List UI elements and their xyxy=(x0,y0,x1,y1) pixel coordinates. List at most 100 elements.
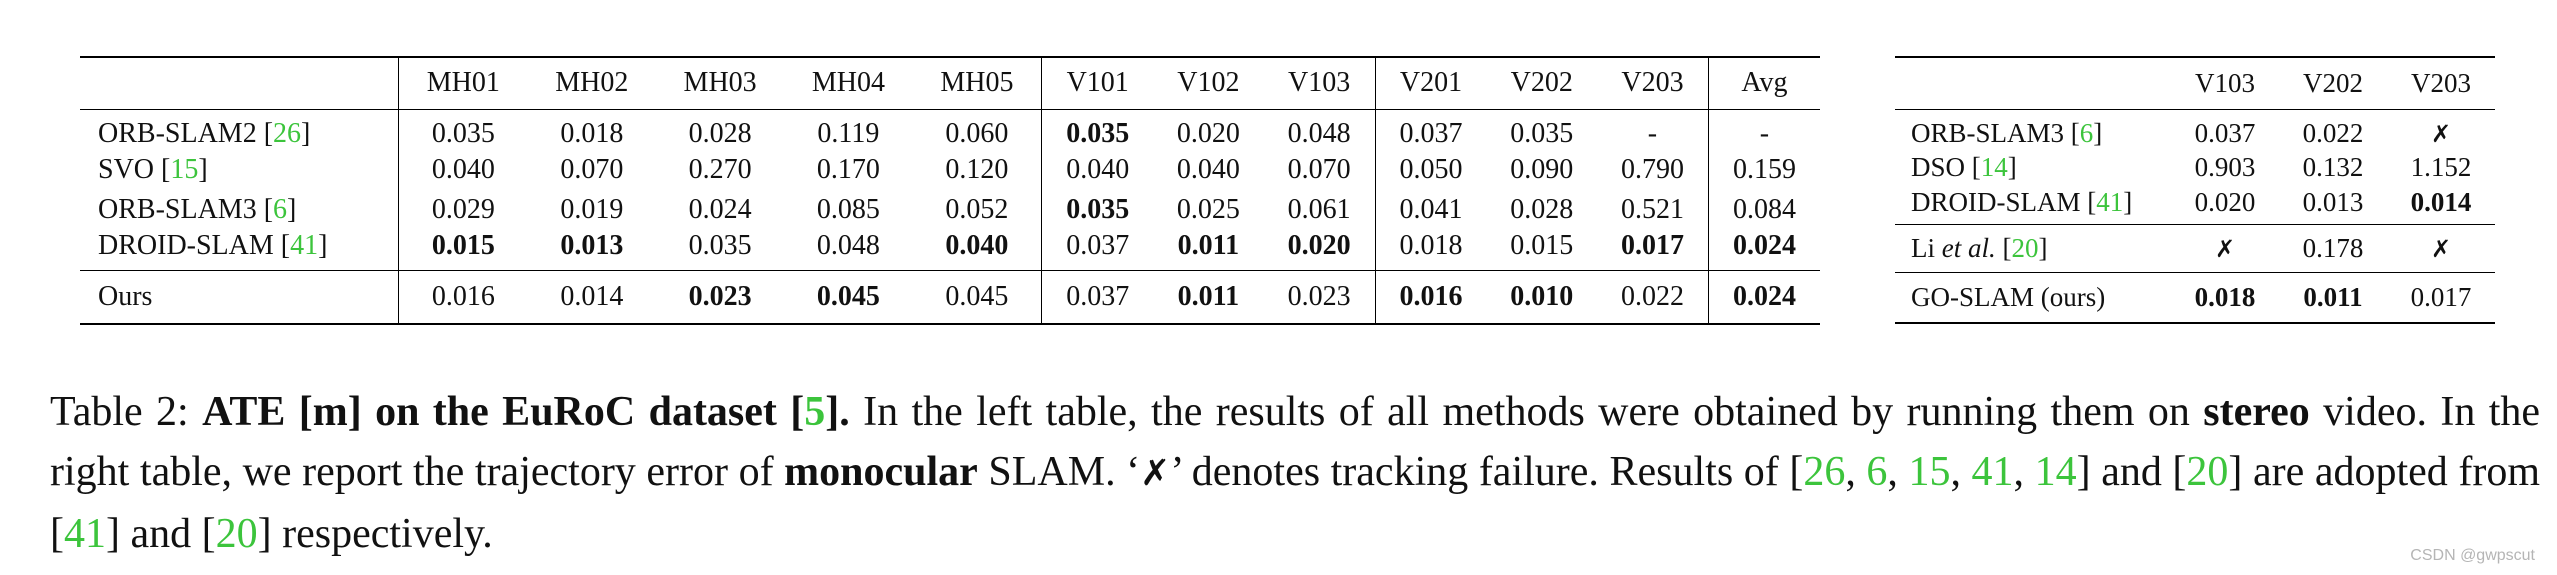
table-cell: 0.017 xyxy=(2387,272,2495,324)
citation-ref: 6 xyxy=(273,193,288,225)
table-caption: Table 2: ATE [m] on the EuRoC dataset [5… xyxy=(50,389,2541,557)
column-header: V103 xyxy=(1263,56,1376,110)
table-cell: 0.045 xyxy=(784,269,913,325)
citation-ref: 41 xyxy=(1971,449,2014,495)
table-cell: 1.152 xyxy=(2410,152,2472,182)
table-cell: 0.025 xyxy=(1176,193,1240,225)
table-cell: 0.085 xyxy=(816,193,880,225)
citation-ref: 14 xyxy=(2034,449,2077,495)
citation-ref: 26 xyxy=(1803,449,1846,495)
caption-text: In the left table, the results of all me… xyxy=(849,389,2204,435)
table-cell: 0.029 xyxy=(397,189,528,230)
method-name: Ours xyxy=(80,269,399,325)
table-cell: 0.048 xyxy=(816,229,880,261)
caption-bold-term: stereo xyxy=(2203,389,2310,435)
table-cell: 0.017 xyxy=(1620,229,1684,261)
citation-ref: 15 xyxy=(170,153,199,185)
method-name: ORB-SLAM3 [6] xyxy=(1911,117,2103,148)
method-name: DROID-SLAM [41] xyxy=(98,229,328,261)
table-cell: 0.037 xyxy=(1041,229,1154,270)
table-cell: 0.020 xyxy=(2194,186,2256,217)
table-cell: 0.040 xyxy=(397,149,528,190)
table-cell: 0.035 xyxy=(688,229,752,261)
column-header: Avg xyxy=(1707,56,1820,110)
method-name: ORB-SLAM3 [6] xyxy=(98,193,297,225)
citation-ref: 6 xyxy=(1866,449,1888,495)
left-table-ours: Ours 0.016 0.014 0.023 0.045 0.045 0.037 0.011 0… xyxy=(80,269,1820,325)
table-cell: 0.132 xyxy=(2302,152,2364,182)
table-cell: 0.011 xyxy=(2279,272,2387,324)
table-cell: 0.084 xyxy=(1707,189,1820,230)
cross-icon: ✗ xyxy=(1140,453,1171,494)
method-column-header xyxy=(80,56,399,110)
table-cell: ✗ xyxy=(2387,109,2495,149)
table-row: SVO [15] 0.040 0.070 0.270 0.170 0.120 0.040 0.… xyxy=(80,149,1820,190)
method-name-text: SVO xyxy=(98,153,155,185)
table-cell: 0.035 xyxy=(1041,109,1154,150)
column-header: V203 xyxy=(1597,56,1709,110)
table-cell: 0.035 xyxy=(1041,189,1154,230)
table-cell: 0.035 xyxy=(1510,117,1574,149)
table-cell: 0.790 xyxy=(1620,153,1684,185)
column-header: V101 xyxy=(1041,56,1154,110)
table-row: ORB-SLAM3 [6] 0.037 0.022 ✗ xyxy=(1895,109,2495,149)
table-cell: 0.019 xyxy=(560,193,624,225)
citation-ref: 6 xyxy=(2079,117,2094,148)
column-header: V202 xyxy=(1486,56,1598,110)
left-table-body: ORB-SLAM2 [26] 0.035 0.018 0.028 0.119 0.060 0… xyxy=(80,109,1820,270)
table-cell: 0.013 xyxy=(2302,186,2364,217)
citation-ref: 20 xyxy=(2186,449,2229,495)
table-cell: 0.903 xyxy=(2194,152,2256,182)
citation-ref: 20 xyxy=(215,511,258,557)
caption-text: SLAM. ‘ xyxy=(977,449,1141,495)
table-cell: 0.015 xyxy=(397,229,528,270)
column-header: MH02 xyxy=(527,56,656,110)
caption-text: ] are adopted from [ xyxy=(50,449,2540,557)
table-cell: 0.119 xyxy=(817,117,880,149)
method-name-text: DROID-SLAM xyxy=(98,229,274,261)
table-cell: 0.037 xyxy=(1374,109,1487,150)
table-cell: 0.016 xyxy=(1374,269,1487,325)
right-table-group-3: GO-SLAM (ours) 0.018 0.011 0.017 xyxy=(1895,272,2495,324)
citation-ref: 14 xyxy=(1980,152,2008,182)
left-table-header-row: MH01 MH02 MH03 MH04 MH05 V101 V102 V103 … xyxy=(80,56,1820,110)
table-cell: 0.024 xyxy=(1707,229,1820,270)
right-table-group-1: ORB-SLAM3 [6] 0.037 0.022 ✗ DSO [14] 0.903 0.1… xyxy=(1895,109,2495,225)
column-header: V103 xyxy=(2171,56,2279,110)
watermark: CSDN @gwpscut xyxy=(2410,547,2535,564)
caption-text: ] and [ xyxy=(2076,449,2187,495)
table-cell: 0.018 xyxy=(560,117,624,149)
table-cell: 0.041 xyxy=(1374,189,1487,230)
table-row: Li et al. [20] ✗ 0.178 ✗ xyxy=(1895,224,2495,273)
stereo-results-table: MH01 MH02 MH03 MH04 MH05 V101 V102 V103 … xyxy=(80,56,1820,325)
table-cell: 0.016 xyxy=(397,269,528,325)
table-cell: 0.014 xyxy=(527,269,656,325)
table-cell: 0.028 xyxy=(688,117,752,149)
method-name: GO-SLAM (ours) xyxy=(1895,272,2171,324)
table-row: DROID-SLAM [41] 0.020 0.013 0.014 xyxy=(1895,187,2495,225)
method-name: ORB-SLAM2 [26] xyxy=(98,117,311,149)
table-cell: 0.037 xyxy=(1041,269,1154,325)
table-row: GO-SLAM (ours) 0.018 0.011 0.017 xyxy=(1895,272,2495,324)
method-name-text: GO-SLAM (ours) xyxy=(1911,281,2106,312)
method-column-header xyxy=(1895,56,2171,110)
method-name-text: Ours xyxy=(98,280,153,312)
citation-ref: 15 xyxy=(1908,449,1951,495)
table-row: ORB-SLAM3 [6] 0.029 0.019 0.024 0.085 0.052 0.… xyxy=(80,189,1820,230)
table-cell: 0.014 xyxy=(2410,186,2472,217)
table-cell: 0.024 xyxy=(688,193,752,225)
table-cell: - xyxy=(1707,109,1820,150)
citation-ref: 5 xyxy=(804,389,826,435)
table-cell: 0.040 xyxy=(1041,149,1154,190)
citation-ref: 41 xyxy=(2096,186,2124,217)
caption-title-text: ATE [m] on the EuRoC dataset [ xyxy=(202,389,805,435)
caption-title: ATE [m] on the EuRoC dataset [5]. xyxy=(202,389,850,435)
cross-icon: ✗ xyxy=(2214,235,2236,263)
table-cell: 0.052 xyxy=(945,193,1009,225)
table-cell: 0.020 xyxy=(1176,117,1240,149)
table-cell: 0.061 xyxy=(1287,193,1351,225)
table-cell: 0.010 xyxy=(1486,269,1598,325)
table-row: ORB-SLAM2 [26] 0.035 0.018 0.028 0.119 0.060 0… xyxy=(80,109,1820,150)
caption-bold-term: monocular xyxy=(784,449,978,495)
citation-ref: 26 xyxy=(273,117,302,149)
